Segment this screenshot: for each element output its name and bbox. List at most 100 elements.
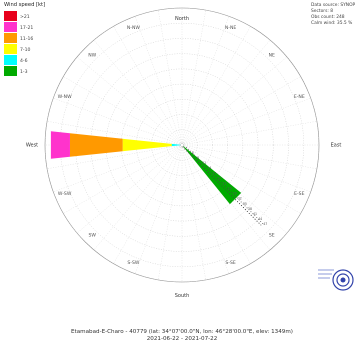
spoke-21 bbox=[113, 144, 183, 264]
spoke-7 bbox=[181, 97, 311, 146]
se-dot-101 bbox=[250, 211, 252, 213]
se-count-label-0: 47 bbox=[263, 222, 267, 226]
se-dot-98 bbox=[248, 209, 250, 211]
se-dot-3 bbox=[184, 148, 186, 150]
direction-label-n-ne: N-NE bbox=[225, 25, 237, 31]
se-dot-47 bbox=[215, 176, 217, 178]
spoke-22 bbox=[93, 144, 183, 251]
spoke-20 bbox=[134, 144, 183, 274]
se-dot-116 bbox=[260, 221, 262, 222]
spoke-6 bbox=[181, 76, 301, 146]
se-count-label-12: 11 bbox=[202, 161, 206, 165]
legend-swatch-1 bbox=[4, 22, 17, 32]
legend-label-3: 7-10 bbox=[20, 47, 31, 53]
legend: >21 17-21 11-16 7-10 4-6 1-3 bbox=[4, 11, 33, 76]
direction-label-w-nw: W-NW bbox=[58, 94, 72, 100]
legend-label-2: 11-16 bbox=[20, 36, 33, 42]
se-dot-105 bbox=[250, 214, 252, 216]
info-calm-wind: Calm wind: 35.5 % bbox=[311, 20, 352, 26]
se-dot-53 bbox=[219, 180, 221, 181]
se-dot-51 bbox=[215, 179, 217, 181]
se-dot-35 bbox=[207, 168, 209, 170]
info-source: Data source: SYNOP bbox=[311, 2, 356, 8]
se-dot-50 bbox=[217, 178, 219, 179]
se-dot-23 bbox=[199, 160, 201, 162]
se-count-label-3: 38 bbox=[248, 207, 252, 211]
spoke-12 bbox=[181, 144, 301, 214]
se-dot-59 bbox=[223, 183, 225, 185]
legend-swatch-3 bbox=[4, 44, 17, 54]
legend-label-4: 4-6 bbox=[20, 58, 28, 64]
logo bbox=[314, 262, 354, 292]
se-dot-9 bbox=[188, 152, 190, 154]
direction-labels: North N-NE NE E-NE East E-SE SE S-SE South S-SW SW… bbox=[26, 16, 342, 299]
bar-west-1 bbox=[171, 143, 182, 147]
direction-label-e-se: E-SE bbox=[294, 191, 304, 197]
se-count-label-14: 5 bbox=[192, 151, 194, 155]
spoke-15 bbox=[181, 144, 251, 264]
se-dot-17 bbox=[195, 156, 197, 158]
ring-5 bbox=[90, 53, 274, 237]
ring-6 bbox=[75, 38, 289, 252]
bar-west-2 bbox=[122, 138, 172, 152]
se-dot-18 bbox=[194, 158, 196, 160]
se-dot-90 bbox=[241, 205, 243, 207]
se-dot-54 bbox=[217, 181, 219, 183]
legend-swatch-0 bbox=[4, 11, 17, 21]
se-dot-108 bbox=[252, 216, 254, 218]
se-count-label-11: 14 bbox=[207, 166, 211, 170]
se-count-label-7: 26 bbox=[228, 187, 232, 191]
se-dot-24 bbox=[198, 162, 200, 164]
spoke-24 bbox=[63, 144, 183, 214]
bar-west-3 bbox=[69, 133, 123, 157]
se-dot-29 bbox=[203, 164, 205, 166]
spoke-25 bbox=[53, 144, 183, 193]
ring-7 bbox=[60, 23, 304, 267]
spoke-26 bbox=[47, 144, 183, 169]
se-count-label-1: 44 bbox=[258, 217, 262, 221]
se-dot-87 bbox=[239, 203, 241, 205]
spoke-2 bbox=[181, 16, 230, 146]
se-dot-80 bbox=[236, 197, 238, 199]
se-count-label-10: 17 bbox=[212, 171, 216, 175]
spoke-28 bbox=[47, 121, 183, 146]
se-dot-6 bbox=[186, 150, 188, 152]
se-dot-32 bbox=[205, 166, 207, 168]
se-dot-95 bbox=[246, 207, 248, 209]
spoke-4 bbox=[181, 39, 271, 146]
ring-8 bbox=[44, 7, 320, 283]
se-dot-42 bbox=[209, 173, 211, 175]
se-dot-93 bbox=[243, 207, 244, 209]
direction-label-ne: NE bbox=[269, 53, 275, 59]
se-dot-30 bbox=[202, 166, 203, 168]
se-dot-107 bbox=[254, 215, 256, 217]
se-dot-38 bbox=[209, 170, 211, 172]
spoke-5 bbox=[181, 56, 288, 146]
se-dot-60 bbox=[221, 185, 223, 187]
se-dot-44 bbox=[213, 174, 215, 176]
legend-swatch-5 bbox=[4, 66, 17, 76]
se-dot-117 bbox=[258, 222, 260, 224]
se-count-label-8: 23 bbox=[222, 181, 226, 185]
se-dot-56 bbox=[221, 182, 223, 183]
spoke-10 bbox=[181, 144, 317, 169]
se-dot-5 bbox=[188, 148, 189, 150]
se-dot-8 bbox=[189, 150, 191, 152]
se-dot-2 bbox=[186, 146, 187, 148]
se-dot-111 bbox=[254, 218, 256, 220]
direction-label-east: East bbox=[331, 143, 342, 149]
se-dot-45 bbox=[211, 175, 213, 177]
se-dot-74 bbox=[232, 193, 234, 195]
spoke-31 bbox=[76, 56, 183, 146]
se-dot-71 bbox=[230, 191, 232, 193]
se-dot-33 bbox=[204, 168, 205, 170]
se-dot-12 bbox=[190, 154, 192, 156]
direction-label-e-ne: E-NE bbox=[294, 94, 305, 100]
spoke-8 bbox=[181, 121, 317, 146]
spoke-19 bbox=[158, 144, 183, 280]
se-dot-104 bbox=[252, 213, 254, 215]
se-count-label-13: 8 bbox=[197, 156, 199, 160]
se-dot-69 bbox=[227, 191, 229, 193]
se-count-label-9: 20 bbox=[217, 176, 221, 180]
